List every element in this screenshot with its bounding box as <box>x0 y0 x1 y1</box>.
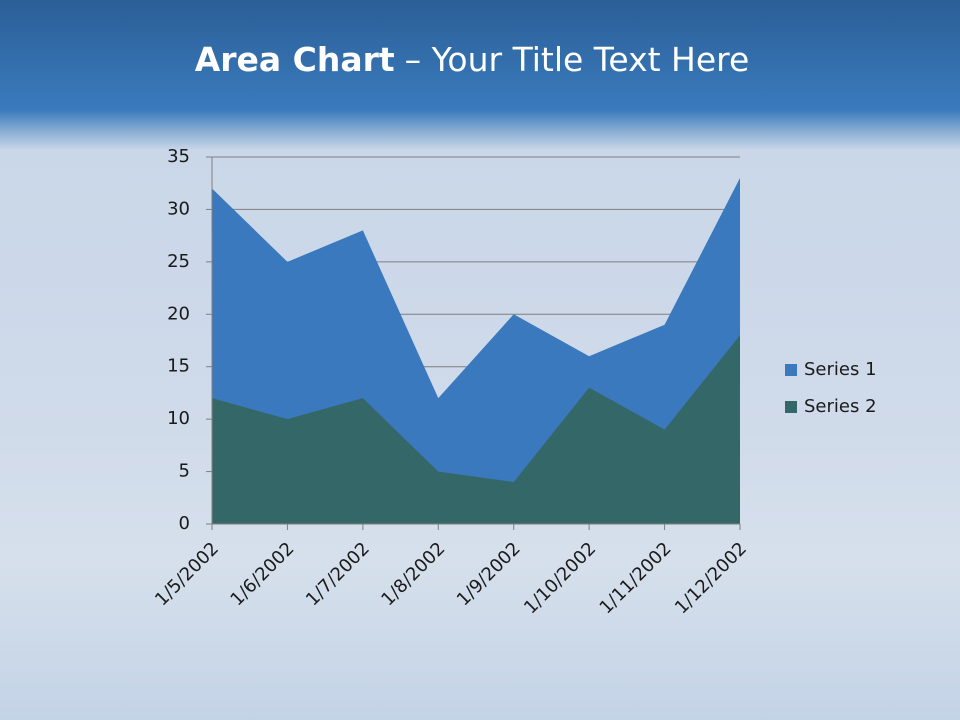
y-tick-label: 30 <box>167 198 190 219</box>
legend-label: Series 1 <box>804 359 877 380</box>
title-rest: – Your Title Text Here <box>404 40 750 79</box>
y-tick-label: 15 <box>167 356 190 377</box>
legend-label: Series 2 <box>804 396 877 417</box>
y-tick-label: 25 <box>167 251 190 272</box>
legend-swatch <box>785 364 797 376</box>
y-tick-label: 10 <box>167 408 190 429</box>
x-tick-label: 1/9/2002 <box>453 538 525 610</box>
y-tick-label: 5 <box>179 461 190 482</box>
x-tick-label: 1/7/2002 <box>302 538 374 610</box>
y-tick-label: 0 <box>179 513 190 534</box>
x-tick-label: 1/6/2002 <box>226 538 298 610</box>
x-tick-label: 1/11/2002 <box>596 538 676 618</box>
x-tick-label: 1/5/2002 <box>151 538 223 610</box>
slide-title: Area Chart – Your Title Text Here <box>0 40 944 79</box>
y-tick-label: 35 <box>167 146 190 167</box>
title-bold: Area Chart <box>194 40 395 79</box>
y-tick-label: 20 <box>167 303 190 324</box>
area <box>212 335 740 524</box>
legend-swatch <box>785 401 797 413</box>
x-tick-label: 1/12/2002 <box>671 538 751 618</box>
x-tick-label: 1/10/2002 <box>520 538 600 618</box>
x-tick-label: 1/8/2002 <box>377 538 449 610</box>
